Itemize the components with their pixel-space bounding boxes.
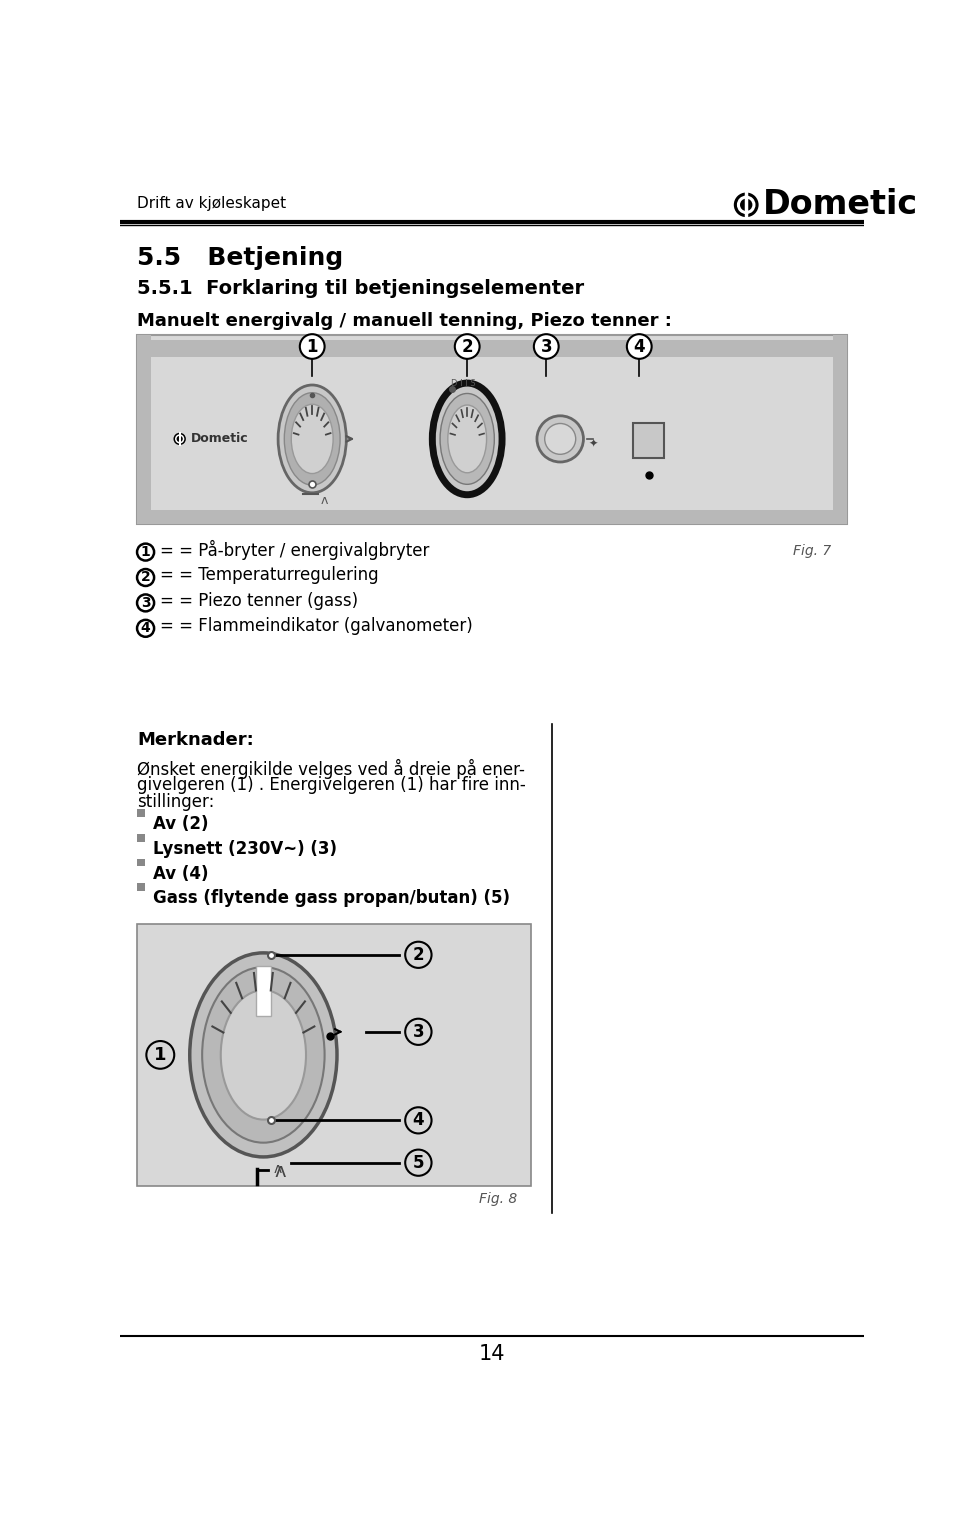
Ellipse shape bbox=[203, 967, 324, 1143]
Ellipse shape bbox=[190, 953, 337, 1157]
Text: Fig. 8: Fig. 8 bbox=[478, 1192, 516, 1206]
Bar bbox=[137, 808, 145, 816]
Text: Av (2): Av (2) bbox=[153, 816, 208, 833]
Circle shape bbox=[737, 196, 756, 214]
Ellipse shape bbox=[291, 403, 333, 474]
Text: 2: 2 bbox=[141, 570, 151, 585]
Text: stillinger:: stillinger: bbox=[137, 793, 214, 812]
Text: 5.5.1  Forklaring til betjeningselementer: 5.5.1 Forklaring til betjeningselementer bbox=[137, 279, 585, 297]
Bar bbox=[137, 882, 145, 890]
Text: givelgeren (1) . Energivelgeren (1) har fire inn-: givelgeren (1) . Energivelgeren (1) har … bbox=[137, 776, 526, 795]
Text: 4: 4 bbox=[141, 621, 151, 636]
Text: = = Flammeindikator (galvanometer): = = Flammeindikator (galvanometer) bbox=[160, 618, 473, 634]
Circle shape bbox=[544, 424, 576, 454]
Ellipse shape bbox=[278, 385, 347, 493]
Text: 2: 2 bbox=[413, 946, 424, 964]
Text: 3: 3 bbox=[413, 1023, 424, 1041]
Text: 3: 3 bbox=[141, 596, 151, 610]
Ellipse shape bbox=[447, 405, 487, 473]
Text: 2: 2 bbox=[462, 337, 473, 356]
Text: 1: 1 bbox=[154, 1046, 166, 1064]
Text: Dometic: Dometic bbox=[190, 433, 248, 445]
Text: 4: 4 bbox=[413, 1112, 424, 1129]
Text: = = På-bryter / energivalgbryter: = = På-bryter / energivalgbryter bbox=[160, 539, 430, 561]
Text: Dometic: Dometic bbox=[763, 188, 919, 222]
Text: ʌ: ʌ bbox=[320, 494, 327, 507]
Circle shape bbox=[300, 334, 324, 359]
Text: 5: 5 bbox=[413, 1153, 424, 1172]
Circle shape bbox=[627, 334, 652, 359]
Circle shape bbox=[177, 436, 182, 442]
Bar bbox=[137, 924, 531, 1186]
Text: ✦: ✦ bbox=[588, 439, 597, 448]
Text: Manuelt energivalg / manuell tenning, Piezo tenner :: Manuelt energivalg / manuell tenning, Pi… bbox=[137, 311, 672, 330]
Text: Av (4): Av (4) bbox=[153, 864, 208, 882]
Circle shape bbox=[175, 434, 184, 444]
Circle shape bbox=[174, 433, 186, 445]
Text: Fig. 7: Fig. 7 bbox=[793, 544, 831, 557]
Text: ʌ: ʌ bbox=[275, 1163, 286, 1181]
Bar bbox=[833, 334, 847, 524]
Text: 1: 1 bbox=[141, 545, 151, 559]
Bar bbox=[137, 510, 847, 524]
Text: 5.5   Betjening: 5.5 Betjening bbox=[137, 246, 344, 271]
Text: Ønsket energikilde velges ved å dreie på ener-: Ønsket energikilde velges ved å dreie på… bbox=[137, 759, 525, 779]
Ellipse shape bbox=[284, 393, 340, 485]
Ellipse shape bbox=[221, 990, 306, 1120]
Circle shape bbox=[740, 199, 753, 211]
Circle shape bbox=[534, 334, 559, 359]
Circle shape bbox=[455, 334, 480, 359]
Bar bbox=[137, 334, 847, 524]
Text: Merknader:: Merknader: bbox=[137, 732, 253, 750]
Text: Drift av kjøleskapet: Drift av kjøleskapet bbox=[137, 196, 286, 211]
Text: Lysnett (230V~) (3): Lysnett (230V~) (3) bbox=[153, 841, 337, 858]
Text: 3: 3 bbox=[540, 337, 552, 356]
Bar bbox=[137, 833, 145, 841]
Circle shape bbox=[537, 416, 584, 462]
Bar bbox=[137, 339, 847, 356]
Text: ʌ: ʌ bbox=[274, 1161, 281, 1177]
Text: 4: 4 bbox=[634, 337, 645, 356]
Circle shape bbox=[733, 192, 758, 217]
Text: = = Temperaturregulering: = = Temperaturregulering bbox=[160, 567, 379, 584]
Text: Gass (flytende gass propan/butan) (5): Gass (flytende gass propan/butan) (5) bbox=[153, 889, 510, 907]
Bar bbox=[255, 967, 271, 1016]
Ellipse shape bbox=[432, 383, 502, 494]
Text: 1: 1 bbox=[306, 337, 318, 356]
Bar bbox=[137, 334, 151, 524]
Text: = = Piezo tenner (gass): = = Piezo tenner (gass) bbox=[160, 591, 358, 610]
Ellipse shape bbox=[440, 393, 494, 484]
Text: 14: 14 bbox=[479, 1343, 505, 1363]
Bar bbox=[137, 859, 145, 865]
Bar bbox=[633, 424, 664, 457]
Text: D I I S: D I I S bbox=[451, 379, 475, 388]
